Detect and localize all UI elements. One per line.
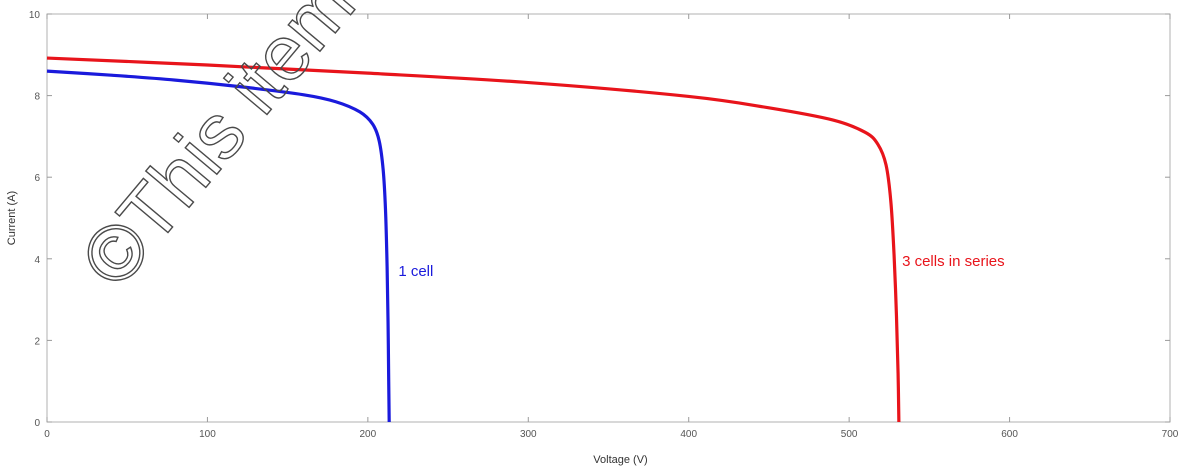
series-label: 3 cells in series (902, 253, 1005, 270)
series-line-one-cell (46, 69, 391, 423)
x-tick-label: 200 (360, 429, 377, 440)
y-tick-label: 0 (34, 418, 40, 429)
x-tick-label: 400 (680, 429, 697, 440)
series-line-three-cells (46, 56, 901, 423)
x-tick-label: 500 (841, 429, 858, 440)
y-axis-title: Current (A) (6, 191, 18, 245)
x-tick-label: 0 (44, 429, 50, 440)
x-tick-label: 600 (1001, 429, 1018, 440)
x-tick-label: 700 (1162, 429, 1179, 440)
x-tick-label: 300 (520, 429, 537, 440)
series-layer (46, 56, 901, 423)
y-tick-label: 8 (34, 92, 40, 103)
axis-ticks: 0 100 200 300 400 500 600 700 0 2 4 6 8 10 (29, 10, 1179, 440)
y-tick-label: 2 (34, 336, 40, 347)
series-label: 1 cell (398, 263, 433, 280)
y-tick-label: 10 (29, 10, 41, 21)
x-tick-label: 100 (199, 429, 216, 440)
series-labels: 1 cell 3 cells in series (398, 253, 1004, 280)
y-tick-label: 4 (34, 255, 40, 266)
plot-area (46, 13, 1171, 423)
y-tick-label: 6 (34, 173, 40, 184)
x-axis-title: Voltage (V) (593, 454, 647, 466)
